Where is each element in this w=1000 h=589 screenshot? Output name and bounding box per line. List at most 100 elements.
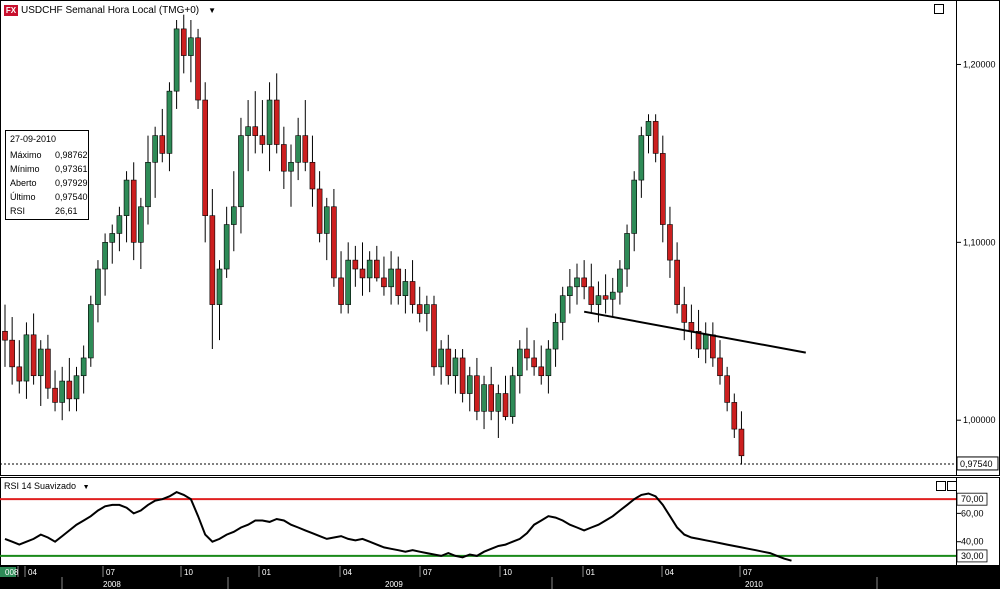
candle-body bbox=[545, 348, 552, 377]
candle-body bbox=[381, 277, 387, 288]
candle-body bbox=[624, 233, 630, 270]
candle-body bbox=[631, 179, 638, 234]
candle-body bbox=[359, 268, 366, 279]
candle-body bbox=[102, 242, 108, 270]
candle-body bbox=[116, 215, 123, 234]
candle-body bbox=[474, 375, 480, 412]
candlesticks bbox=[2, 14, 745, 465]
candle-body bbox=[259, 135, 266, 145]
rsi-chart-border bbox=[0, 477, 1000, 566]
info-row-last: Último 0,97540 bbox=[10, 192, 88, 204]
year-label: 2009 bbox=[385, 580, 403, 589]
rsi-tick-label: 70,00 bbox=[961, 494, 984, 504]
chevron-down-icon[interactable]: ▼ bbox=[208, 5, 217, 15]
rsi-minimize-button[interactable] bbox=[936, 481, 946, 491]
candle-body bbox=[738, 428, 745, 457]
chevron-down-icon[interactable]: ▼ bbox=[82, 484, 90, 491]
candle-body bbox=[509, 375, 516, 417]
candle-body bbox=[45, 348, 51, 389]
candle-body bbox=[409, 281, 416, 305]
info-value: 0,97929 bbox=[55, 178, 88, 188]
candle-body bbox=[109, 233, 116, 243]
candle-body bbox=[595, 295, 602, 305]
info-value: 26,61 bbox=[55, 206, 78, 216]
candle-body bbox=[652, 121, 659, 154]
candle-body bbox=[466, 375, 473, 394]
candle-body bbox=[338, 277, 344, 305]
maximize-button[interactable] bbox=[934, 4, 944, 14]
candle-body bbox=[345, 259, 352, 305]
time-axis-current-marker bbox=[0, 567, 16, 577]
candle-body bbox=[180, 28, 187, 56]
candle-body bbox=[209, 215, 216, 305]
candle-body bbox=[481, 384, 487, 412]
rsi-title-bar[interactable]: RSI 14 Suavizado ▼ bbox=[4, 481, 90, 491]
rsi-tick-label: 40,00 bbox=[961, 537, 984, 547]
time-tick-label: 01 bbox=[262, 568, 271, 577]
candle-body bbox=[266, 99, 273, 145]
info-row-open: Aberto 0,97929 bbox=[10, 178, 88, 190]
info-label: Aberto bbox=[10, 178, 37, 188]
candle-body bbox=[524, 348, 530, 359]
price-tick-label: 1,20000 bbox=[963, 59, 996, 69]
candle-body bbox=[88, 304, 94, 359]
candle-body bbox=[281, 144, 287, 172]
candle-body bbox=[502, 393, 509, 417]
candle-body bbox=[581, 277, 587, 288]
candle-body bbox=[37, 348, 44, 377]
candle-body bbox=[717, 357, 723, 377]
candle-body bbox=[431, 304, 437, 368]
candle-body bbox=[231, 206, 237, 225]
candle-body bbox=[488, 384, 495, 412]
time-axis-ticks: 008 04 07 10 01 04 07 10 01 04 07 2008 2009 2010 bbox=[0, 566, 878, 589]
candle-body bbox=[645, 121, 652, 136]
trendline bbox=[583, 310, 806, 354]
info-label: Último bbox=[10, 192, 36, 202]
info-row-rsi: RSI 26,61 bbox=[10, 206, 84, 218]
candle-body bbox=[667, 224, 673, 261]
candle-body bbox=[245, 126, 251, 136]
candle-body bbox=[688, 322, 695, 332]
candle-body bbox=[323, 206, 330, 234]
candle-body bbox=[23, 334, 30, 382]
year-label: 2010 bbox=[745, 580, 763, 589]
candle-body bbox=[138, 206, 144, 243]
candle-body bbox=[424, 304, 430, 314]
candle-body bbox=[702, 334, 709, 350]
time-tick-label: 01 bbox=[586, 568, 595, 577]
time-tick-label: 07 bbox=[423, 568, 432, 577]
candle-body bbox=[316, 188, 323, 234]
rsi-tick-label: 30,00 bbox=[961, 551, 984, 561]
candle-body bbox=[445, 348, 452, 377]
candle-body bbox=[731, 402, 738, 430]
candle-body bbox=[66, 380, 73, 400]
info-label: Máximo bbox=[10, 150, 42, 160]
time-tick-label: 07 bbox=[106, 568, 115, 577]
candle-body bbox=[95, 268, 101, 305]
candle-body bbox=[402, 281, 409, 296]
candle-body bbox=[352, 259, 359, 270]
candle-body bbox=[130, 179, 137, 243]
candle-body bbox=[588, 286, 595, 305]
rsi-level-box bbox=[956, 549, 988, 563]
candle-body bbox=[9, 339, 15, 368]
chart-title-bar[interactable]: FX USDCHF Semanal Hora Local (TMG+0) ▼ bbox=[4, 3, 216, 17]
candle-body bbox=[145, 161, 151, 208]
candle-body bbox=[531, 357, 537, 368]
candle-body bbox=[302, 135, 309, 163]
info-label: Mínimo bbox=[10, 164, 40, 174]
candle-body bbox=[538, 366, 545, 377]
rsi-maximize-button[interactable] bbox=[947, 481, 957, 491]
info-value: 0,97361 bbox=[55, 164, 88, 174]
price-axis-ticks: 1,20000 1,10000 1,00000 bbox=[956, 59, 996, 425]
candle-body bbox=[495, 393, 502, 412]
rsi-title: RSI 14 Suavizado bbox=[4, 481, 77, 491]
rsi-series-line bbox=[4, 490, 792, 562]
candle-body bbox=[459, 357, 466, 394]
candle-body bbox=[159, 135, 166, 154]
candle-body bbox=[16, 366, 23, 382]
info-date: 27-09-2010 bbox=[10, 134, 57, 144]
chart-title: USDCHF Semanal Hora Local (TMG+0) bbox=[21, 4, 200, 16]
time-tick-label: 07 bbox=[743, 568, 752, 577]
last-price-marker bbox=[956, 456, 999, 471]
